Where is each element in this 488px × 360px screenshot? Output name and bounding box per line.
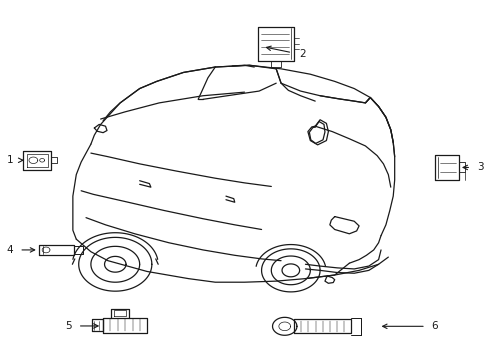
Text: 1: 1	[7, 155, 13, 165]
Text: 3: 3	[476, 162, 483, 172]
Text: 2: 2	[299, 49, 305, 59]
Text: 5: 5	[65, 321, 72, 331]
Text: 4: 4	[7, 245, 13, 255]
Text: 6: 6	[431, 321, 437, 331]
